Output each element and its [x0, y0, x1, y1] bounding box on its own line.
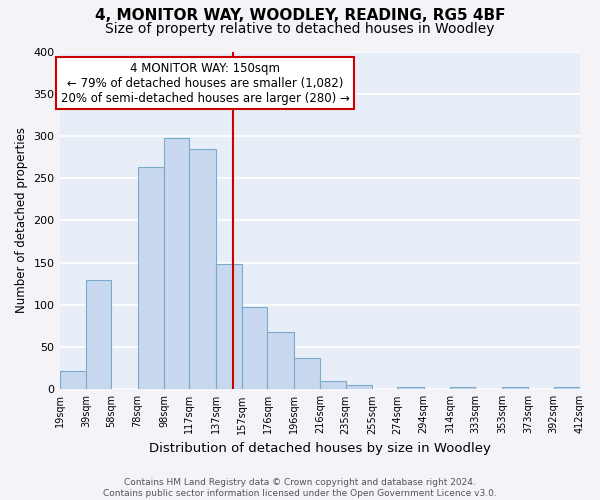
Bar — [346, 385, 372, 390]
X-axis label: Distribution of detached houses by size in Woodley: Distribution of detached houses by size … — [149, 442, 491, 455]
Text: 4, MONITOR WAY, WOODLEY, READING, RG5 4BF: 4, MONITOR WAY, WOODLEY, READING, RG5 4B… — [95, 8, 505, 22]
Bar — [294, 358, 320, 390]
Bar — [164, 138, 190, 390]
Bar — [137, 167, 164, 390]
Text: 4 MONITOR WAY: 150sqm
← 79% of detached houses are smaller (1,082)
20% of semi-d: 4 MONITOR WAY: 150sqm ← 79% of detached … — [61, 62, 350, 104]
Bar — [502, 387, 529, 390]
Text: Contains HM Land Registry data © Crown copyright and database right 2024.
Contai: Contains HM Land Registry data © Crown c… — [103, 478, 497, 498]
Bar — [554, 387, 580, 390]
Bar — [86, 280, 111, 390]
Text: Size of property relative to detached houses in Woodley: Size of property relative to detached ho… — [105, 22, 495, 36]
Y-axis label: Number of detached properties: Number of detached properties — [15, 128, 28, 314]
Bar — [190, 148, 216, 390]
Bar — [59, 370, 86, 390]
Bar — [397, 387, 424, 390]
Bar — [268, 332, 294, 390]
Bar — [450, 387, 475, 390]
Bar — [216, 264, 242, 390]
Bar — [242, 306, 268, 390]
Bar — [320, 381, 346, 390]
